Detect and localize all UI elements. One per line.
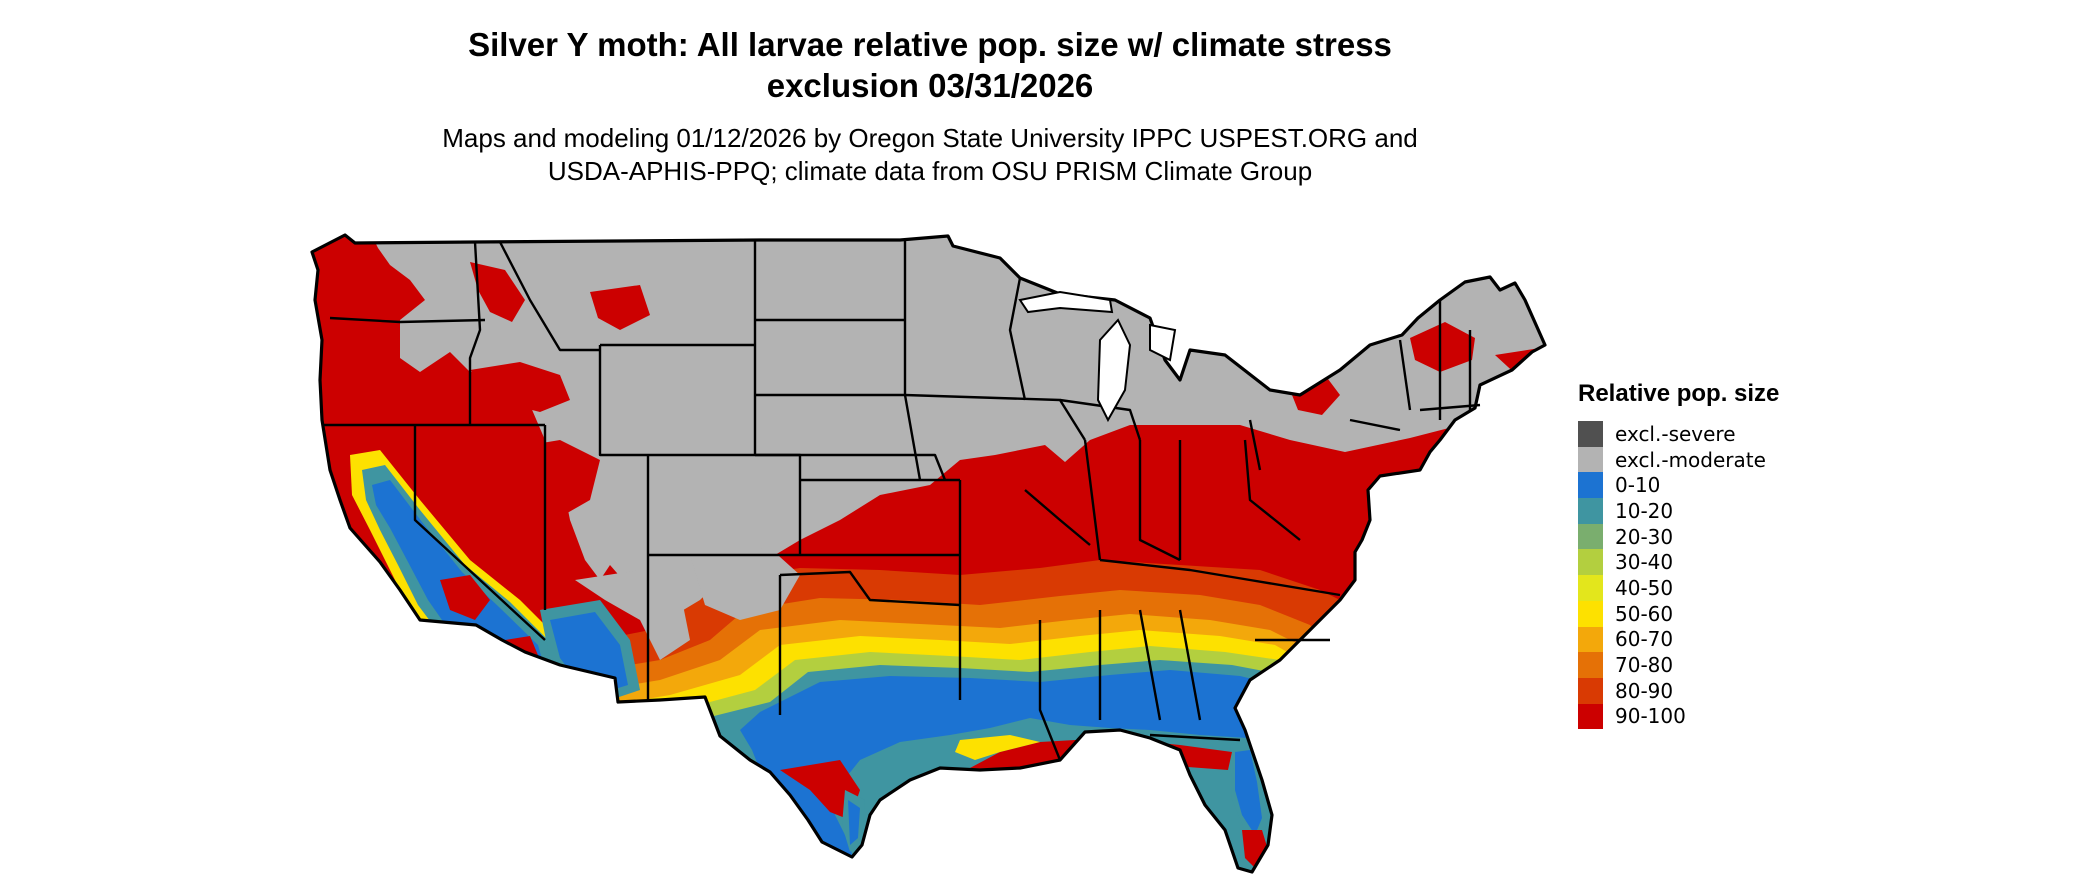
legend-swatch [1578, 703, 1603, 730]
legend-items: excl.-severe excl.-moderate 0-10 10-20 20-30… [1578, 421, 1779, 730]
map-title-line-2: exclusion 03/31/2026 [766, 67, 1094, 104]
legend-item: 50-60 [1578, 600, 1779, 627]
legend-swatch [1578, 626, 1603, 653]
legend-swatch [1578, 600, 1603, 627]
legend-label: 30-40 [1615, 550, 1674, 575]
legend-item: 0-10 [1578, 472, 1779, 499]
legend-item: 10-20 [1578, 498, 1779, 524]
legend-label: excl.-severe [1615, 421, 1736, 446]
legend-swatch [1578, 421, 1603, 447]
legend-item: 40-50 [1578, 575, 1779, 601]
legend-swatch [1578, 652, 1603, 678]
legend-swatch [1578, 677, 1603, 704]
legend-item: 20-30 [1578, 523, 1779, 550]
legend: Relative pop. size excl.-severe excl.-mod… [1578, 380, 1780, 730]
map-subtitle-line-2: USDA-APHIS-PPQ; climate data from OSU PR… [547, 156, 1313, 186]
legend-label: 60-70 [1615, 627, 1674, 652]
legend-item: 60-70 [1578, 626, 1779, 653]
legend-swatch [1578, 446, 1603, 473]
legend-item: 70-80 [1578, 652, 1779, 678]
map-title: Silver Y moth: All larvae relative pop. … [330, 24, 1530, 106]
legend-swatch [1578, 549, 1603, 576]
map-title-line-1: Silver Y moth: All larvae relative pop. … [468, 26, 1392, 63]
map-subtitle-line-1: Maps and modeling 01/12/2026 by Oregon S… [442, 123, 1418, 153]
legend-item: 90-100 [1578, 703, 1779, 730]
legend-label: 0-10 [1615, 473, 1661, 498]
legend-title: Relative pop. size [1578, 380, 1780, 407]
legend-swatch [1578, 472, 1603, 499]
legend-label: 20-30 [1615, 524, 1674, 549]
legend-label: 40-50 [1615, 575, 1674, 600]
legend-label: 90-100 [1615, 704, 1686, 729]
legend-label: 10-20 [1615, 498, 1674, 523]
legend-item: excl.-severe [1578, 421, 1779, 447]
legend-label: 50-60 [1615, 601, 1674, 626]
legend-swatch [1578, 575, 1603, 601]
legend-item: 80-90 [1578, 677, 1779, 704]
legend-item: 30-40 [1578, 549, 1779, 576]
legend-item: excl.-moderate [1578, 446, 1779, 473]
legend-swatch [1578, 523, 1603, 550]
legend-label: 80-90 [1615, 678, 1674, 703]
legend-swatch [1578, 498, 1603, 524]
legend-label: 70-80 [1615, 653, 1674, 678]
map-subtitle: Maps and modeling 01/12/2026 by Oregon S… [330, 122, 1530, 188]
legend-label: excl.-moderate [1615, 447, 1766, 472]
